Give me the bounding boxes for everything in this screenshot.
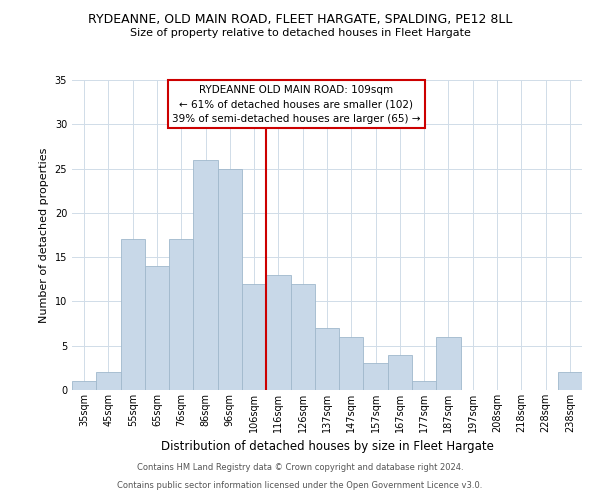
Bar <box>145 266 169 390</box>
Bar <box>72 381 96 390</box>
Text: RYDEANNE, OLD MAIN ROAD, FLEET HARGATE, SPALDING, PE12 8LL: RYDEANNE, OLD MAIN ROAD, FLEET HARGATE, … <box>88 12 512 26</box>
Bar <box>388 354 412 390</box>
Bar <box>436 337 461 390</box>
Bar <box>242 284 266 390</box>
Text: Contains public sector information licensed under the Open Government Licence v3: Contains public sector information licen… <box>118 481 482 490</box>
Y-axis label: Number of detached properties: Number of detached properties <box>39 148 49 322</box>
Bar <box>218 168 242 390</box>
Bar <box>290 284 315 390</box>
Bar <box>169 240 193 390</box>
Bar <box>193 160 218 390</box>
Bar <box>339 337 364 390</box>
Bar <box>412 381 436 390</box>
Bar <box>315 328 339 390</box>
Bar <box>96 372 121 390</box>
Text: Contains HM Land Registry data © Crown copyright and database right 2024.: Contains HM Land Registry data © Crown c… <box>137 464 463 472</box>
Text: RYDEANNE OLD MAIN ROAD: 109sqm
← 61% of detached houses are smaller (102)
39% of: RYDEANNE OLD MAIN ROAD: 109sqm ← 61% of … <box>172 84 421 124</box>
Text: Size of property relative to detached houses in Fleet Hargate: Size of property relative to detached ho… <box>130 28 470 38</box>
Bar <box>364 364 388 390</box>
Bar <box>266 275 290 390</box>
Bar <box>558 372 582 390</box>
X-axis label: Distribution of detached houses by size in Fleet Hargate: Distribution of detached houses by size … <box>161 440 493 454</box>
Bar <box>121 240 145 390</box>
